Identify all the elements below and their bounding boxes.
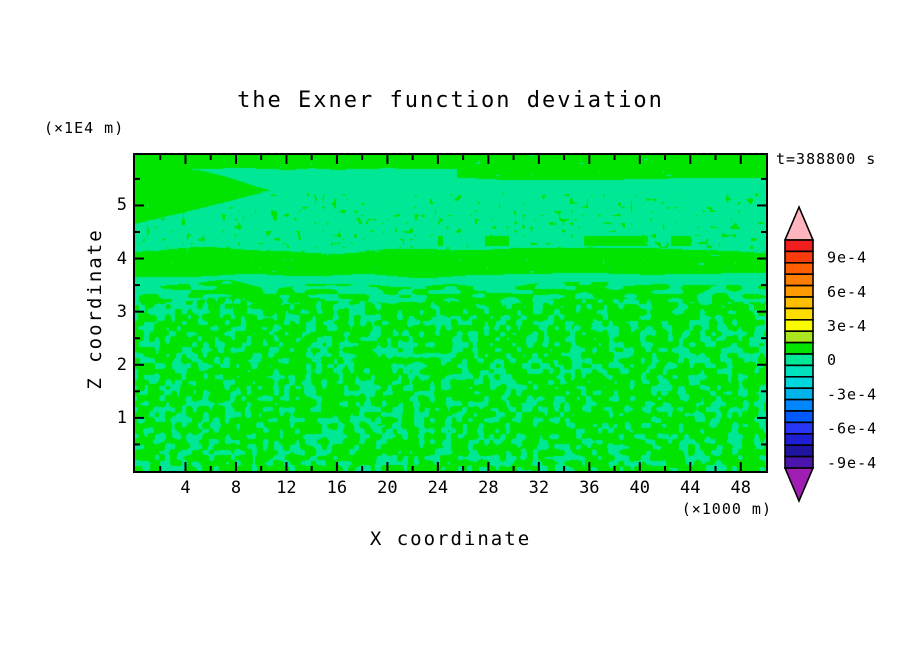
x-tick-label: 16	[326, 478, 348, 498]
x-tick-label: 24	[427, 478, 449, 498]
colorbar-cell	[784, 455, 814, 469]
colorbar-cell	[784, 410, 814, 424]
colorbar-label: 3e-4	[827, 317, 867, 335]
colorbar-cell	[784, 364, 814, 378]
chart-title: the Exner function deviation	[237, 88, 664, 113]
colorbar-cell	[784, 307, 814, 321]
colorbar-cell	[784, 330, 814, 344]
x-tick-label: 8	[230, 478, 242, 498]
colorbar-label: -9e-4	[827, 454, 877, 472]
colorbar-label: -6e-4	[827, 420, 877, 438]
colorbar-label: 6e-4	[827, 283, 867, 301]
colorbar-cell	[784, 319, 814, 333]
x-axis-unit-label: (×1000 m)	[681, 500, 772, 518]
x-tick-label: 12	[276, 478, 297, 498]
colorbar-cell	[784, 353, 814, 367]
colorbar-cell	[784, 376, 814, 390]
colorbar-cell	[784, 398, 814, 412]
x-tick-label: 44	[680, 478, 701, 498]
colorbar-cell	[784, 284, 814, 298]
colorbar-cell	[784, 261, 814, 275]
x-tick-label: 36	[579, 478, 600, 498]
time-annotation: t=388800 s	[776, 150, 877, 168]
x-tick-label: 4	[180, 478, 191, 498]
y-axis-unit-label: (×1E4 m)	[44, 119, 125, 137]
colorbar: 9e-4 6e-4 3e-4 0 -3e-4 -6e-4 -9e-4	[783, 204, 877, 504]
colorbar-label: 9e-4	[827, 249, 867, 267]
colorbar-cell	[784, 239, 814, 253]
x-tick-label: 28	[478, 478, 499, 498]
y-tick-label: 4	[116, 248, 127, 269]
x-tick-label: 20	[377, 478, 398, 498]
colorbar-cell	[784, 273, 814, 287]
colorbar-cell	[784, 387, 814, 401]
colorbar-cell	[784, 444, 814, 458]
contour-field-canvas	[135, 155, 766, 471]
colorbar-cell	[784, 296, 814, 310]
x-tick-label: 32	[528, 478, 550, 498]
colorbar-label: -3e-4	[827, 385, 877, 403]
y-tick-label: 5	[116, 195, 127, 216]
colorbar-label: 0	[827, 351, 837, 369]
y-tick-label: 3	[116, 301, 127, 322]
x-tick-label: 40	[629, 478, 651, 498]
colorbar-under-arrow	[783, 467, 815, 504]
colorbar-cell	[784, 250, 814, 264]
colorbar-over-arrow	[783, 204, 815, 241]
colorbar-cell	[784, 421, 814, 435]
y-tick-label: 1	[116, 407, 127, 428]
y-axis-title: Z coordinate	[84, 228, 106, 390]
colorbar-cell	[784, 341, 814, 355]
y-tick-label: 2	[116, 354, 127, 375]
plot-area	[133, 153, 768, 473]
x-axis-title: X coordinate	[369, 528, 532, 550]
x-tick-label: 48	[730, 478, 751, 498]
colorbar-cell	[784, 433, 814, 447]
